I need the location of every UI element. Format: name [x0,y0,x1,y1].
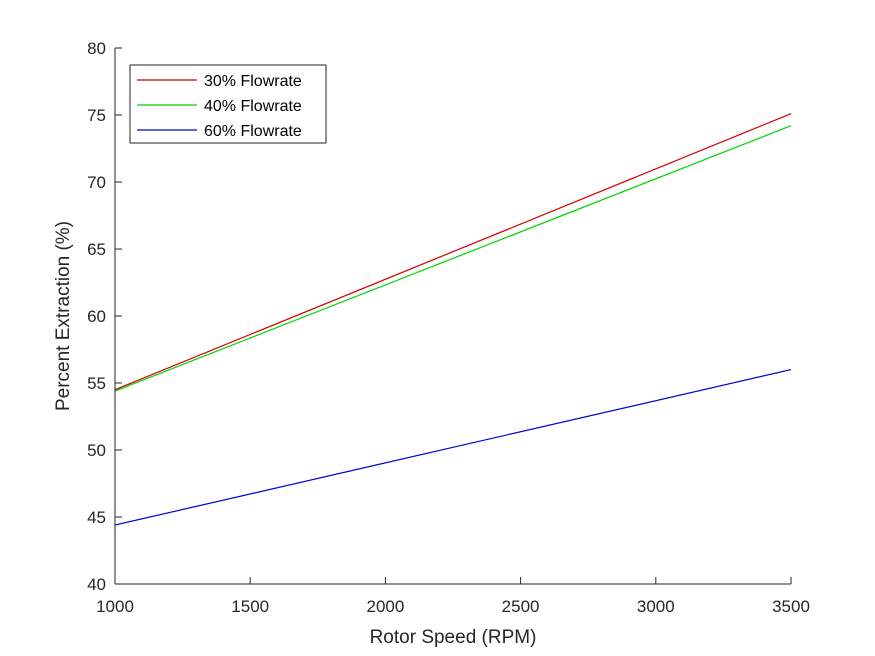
x-tick-label: 1000 [96,597,134,616]
y-tick-label: 40 [87,575,106,594]
x-tick-label: 2000 [366,597,404,616]
x-axis-label: Rotor Speed (RPM) [370,627,537,648]
x-tick-label: 3000 [637,597,675,616]
series-layer [114,113,792,526]
legend-entry-label: 60% Flowrate [204,123,302,140]
y-tick-label: 45 [87,508,106,527]
x-tick-label: 2500 [502,597,540,616]
legend-entry-label: 40% Flowrate [204,98,302,115]
y-ticks: 40 45 50 55 60 65 70 75 80 [87,39,122,594]
y-tick-label: 75 [87,106,106,125]
x-tick-label: 1500 [231,597,269,616]
y-tick-label: 55 [87,374,106,393]
y-axis-label: Percent Extraction (%) [53,221,74,411]
series-line [114,113,792,391]
x-tick-label: 3500 [772,597,810,616]
series-line [114,369,792,526]
y-tick-label: 50 [87,441,106,460]
series-line [114,125,792,392]
y-tick-label: 65 [87,240,106,259]
legend-entry-label: 30% Flowrate [204,73,302,90]
x-ticks: 1000 1500 2000 2500 3000 3500 [96,577,810,616]
y-tick-label: 60 [87,307,106,326]
y-tick-label: 70 [87,173,106,192]
y-tick-label: 80 [87,39,106,58]
legend: 30% Flowrate 40% Flowrate 60% Flowrate [129,64,327,144]
